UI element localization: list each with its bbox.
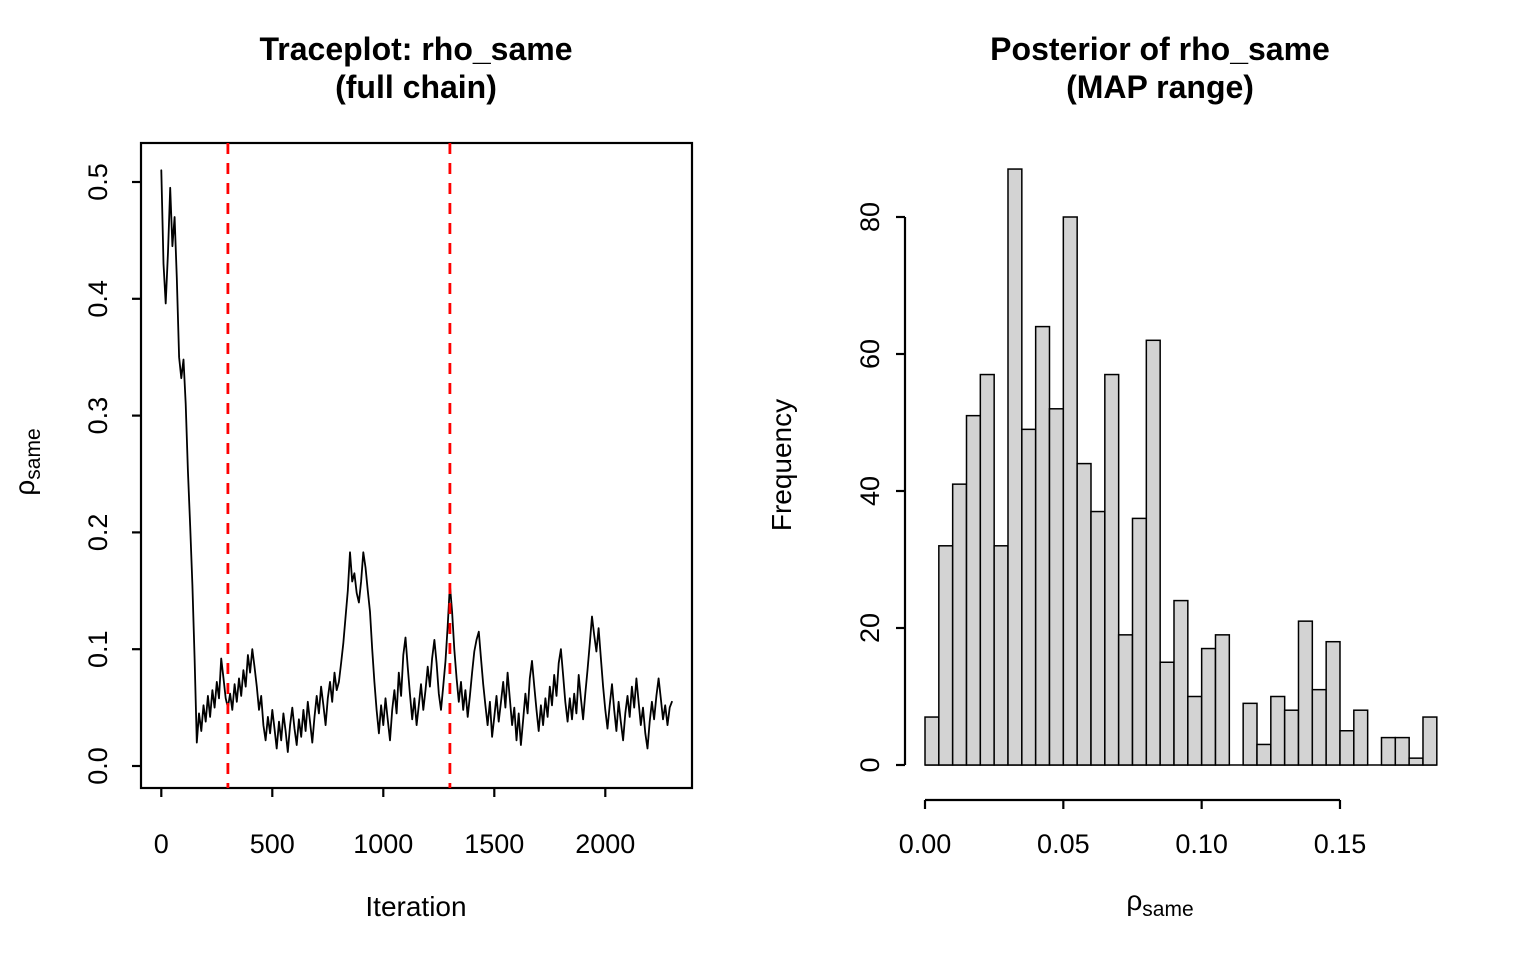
svg-text:1000: 1000 <box>353 829 413 859</box>
traceplot-title-line1: Traceplot: rho_same <box>260 31 573 67</box>
histogram-title-line1: Posterior of rho_same <box>990 31 1330 67</box>
traceplot-xaxis-label: Iteration <box>365 891 466 922</box>
svg-text:0.15: 0.15 <box>1314 829 1367 859</box>
histogram-title-line2: (MAP range) <box>1066 69 1254 105</box>
svg-text:0.1: 0.1 <box>83 630 113 668</box>
traceplot-title-line2: (full chain) <box>335 69 497 105</box>
svg-text:0: 0 <box>154 829 169 859</box>
svg-text:20: 20 <box>855 613 885 643</box>
svg-text:0: 0 <box>855 757 885 772</box>
svg-text:2000: 2000 <box>575 829 635 859</box>
traceplot-trace-line <box>160 169 673 753</box>
svg-text:0.10: 0.10 <box>1175 829 1228 859</box>
traceplot-burnin-vlines <box>226 143 452 788</box>
svg-text:40: 40 <box>855 476 885 506</box>
svg-text:0.0: 0.0 <box>83 747 113 785</box>
svg-text:0.05: 0.05 <box>1037 829 1090 859</box>
traceplot-axes: 0 500 1000 1500 2000 0.0 0.1 0.2 0.3 0.4 0.5 <box>83 141 694 859</box>
histogram-xaxis-label: ρsame <box>1126 885 1193 921</box>
histogram-yaxis-label: Frequency <box>766 399 797 531</box>
svg-text:0.2: 0.2 <box>83 514 113 552</box>
svg-text:0.00: 0.00 <box>899 829 952 859</box>
traceplot-yaxis-label: ρsame <box>9 428 45 495</box>
svg-text:60: 60 <box>855 339 885 369</box>
svg-text:0.4: 0.4 <box>83 280 113 318</box>
svg-text:0.5: 0.5 <box>83 163 113 201</box>
svg-text:500: 500 <box>250 829 295 859</box>
histogram-bars <box>924 168 1438 766</box>
histogram-axes: 0 20 40 60 80 0.00 0.05 0.10 0.15 <box>855 202 1366 859</box>
svg-text:1500: 1500 <box>464 829 524 859</box>
svg-text:80: 80 <box>855 202 885 232</box>
svg-text:0.3: 0.3 <box>83 397 113 435</box>
